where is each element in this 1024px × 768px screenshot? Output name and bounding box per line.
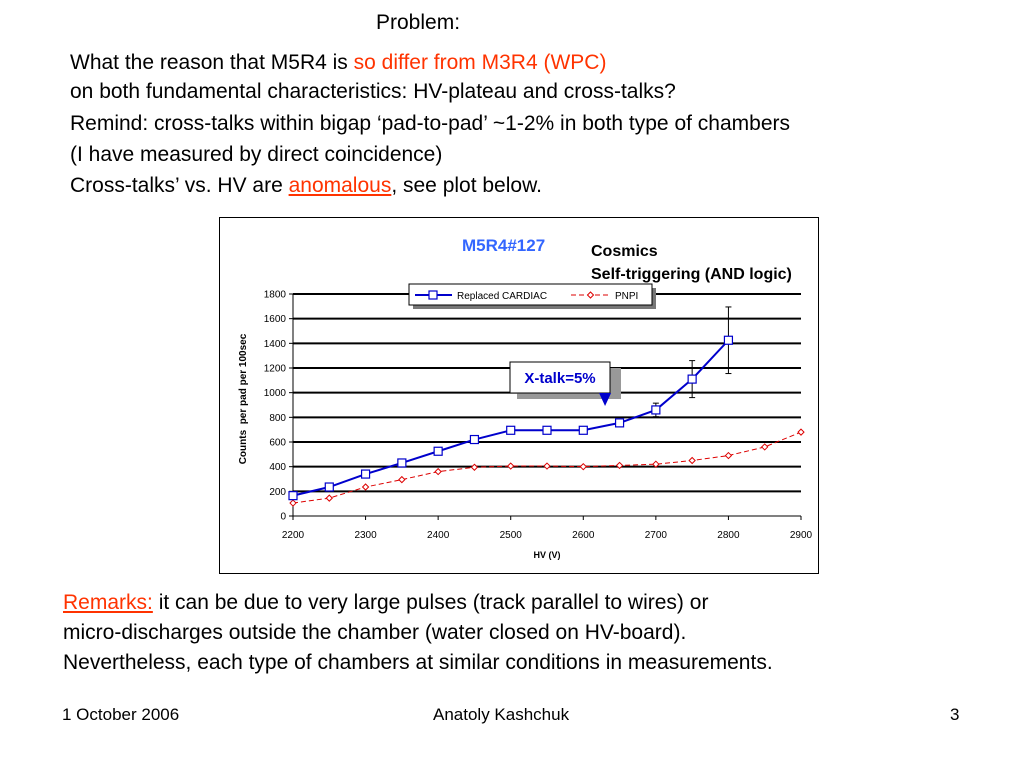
y-tick-label: 600 xyxy=(269,438,286,449)
data-point-pnpi xyxy=(579,462,587,471)
annotation-box xyxy=(509,361,611,394)
data-point-cardiac xyxy=(506,425,516,435)
data-point-pnpi xyxy=(797,428,805,436)
data-point-pnpi xyxy=(434,467,442,476)
question-line-5-end: , see plot below. xyxy=(391,174,542,197)
x-tick-label: 2800 xyxy=(717,530,740,541)
x-tick-label: 2400 xyxy=(427,530,450,541)
legend-swatch-marker xyxy=(428,290,438,300)
legend-label: PNPI xyxy=(615,291,638,302)
data-point-pnpi xyxy=(289,499,297,507)
annotation-label: X-talk=5% xyxy=(524,370,595,387)
question-line-3: Remind: cross-talks within bigap ‘pad-to… xyxy=(70,112,790,135)
data-point-pnpi xyxy=(652,460,660,468)
x-tick-label: 2300 xyxy=(354,530,377,541)
data-point-cardiac xyxy=(687,374,697,384)
problem-heading: Problem: xyxy=(376,11,461,34)
data-point-pnpi xyxy=(724,451,733,460)
chart-subtitle-line: Self-triggering (AND logic) xyxy=(591,266,792,283)
y-axis-label: Counts per pad per 100sec xyxy=(238,333,249,464)
data-point-pnpi xyxy=(761,443,769,451)
x-tick-label: 2500 xyxy=(500,530,523,541)
question-line-1-start: What the reason that M5R4 is xyxy=(70,51,354,74)
x-tick-label: 2600 xyxy=(572,530,595,541)
y-tick-label: 1800 xyxy=(264,290,287,301)
y-tick-label: 1600 xyxy=(264,314,287,325)
x-tick-label: 2700 xyxy=(645,530,668,541)
data-point-cardiac xyxy=(651,405,661,415)
data-point-cardiac xyxy=(578,425,588,435)
data-point-pnpi xyxy=(543,462,551,470)
data-point-pnpi xyxy=(688,456,696,465)
chart-subtitle-line: Cosmics xyxy=(591,243,658,260)
x-tick-label: 2200 xyxy=(282,530,305,541)
question-line-5-start: Cross-talks’ vs. HV are xyxy=(70,174,289,197)
remarks-line-1-text: it can be due to very large pulses (trac… xyxy=(152,591,709,614)
data-point-pnpi xyxy=(507,462,515,470)
remarks-line-1: Remarks: it can be due to very large pul… xyxy=(63,590,708,616)
data-point-cardiac xyxy=(397,458,407,468)
data-point-pnpi xyxy=(361,483,370,491)
question-line-4: (I have measured by direct coincidence) xyxy=(70,143,443,166)
footer-page-number: 3 xyxy=(950,705,960,724)
data-point-cardiac xyxy=(324,482,334,492)
x-axis-label: HV (V) xyxy=(534,550,561,560)
x-tick-label: 2900 xyxy=(790,530,813,541)
data-point-cardiac xyxy=(360,469,371,479)
legend-label: Replaced CARDIAC xyxy=(457,291,547,302)
question-line-2: on both fundamental characteristics: HV-… xyxy=(70,80,676,103)
y-tick-label: 800 xyxy=(269,413,286,424)
legend-swatch-marker xyxy=(586,291,595,299)
y-tick-label: 200 xyxy=(269,487,286,498)
y-tick-label: 1000 xyxy=(264,388,287,399)
legend-box xyxy=(408,283,653,306)
data-point-cardiac xyxy=(723,335,734,345)
data-point-cardiac xyxy=(288,491,298,501)
data-point-cardiac xyxy=(542,425,552,435)
remarks-line-3: Nevertheless, each type of chambers at s… xyxy=(63,651,773,674)
highlight-anomalous: anomalous xyxy=(288,174,392,197)
chart-svg: 0 200 400 600 800 1000 1200 1400 1600 1800 2200 230… xyxy=(238,236,813,560)
footer-author: Anatoly Kashchuk xyxy=(433,705,570,724)
footer-date: 1 October 2006 xyxy=(62,705,180,724)
remarks-label: Remarks: xyxy=(63,591,153,614)
data-point-pnpi xyxy=(615,461,624,470)
question-line-5: Cross-talks’ vs. HV are anomalous, see p… xyxy=(70,173,542,199)
remarks-line-2: micro-discharges outside the chamber (wa… xyxy=(63,621,687,644)
chart-title: M5R4#127 xyxy=(462,236,545,255)
y-tick-label: 400 xyxy=(269,462,286,473)
data-point-cardiac xyxy=(433,446,443,456)
question-line-1: What the reason that M5R4 is so differ f… xyxy=(70,50,606,76)
y-tick-label: 1200 xyxy=(264,364,287,375)
y-tick-label: 1400 xyxy=(264,339,287,350)
data-point-cardiac xyxy=(614,418,625,428)
data-point-pnpi xyxy=(325,494,333,502)
data-point-pnpi xyxy=(398,475,406,484)
chart-frame: 0 200 400 600 800 1000 1200 1400 1600 1800 2200 230… xyxy=(219,217,819,574)
data-point-cardiac xyxy=(469,434,480,445)
data-point-pnpi xyxy=(470,463,479,471)
annotation-arrow xyxy=(599,393,612,406)
y-tick-label: 0 xyxy=(280,512,286,523)
highlight-differ: so differ from M3R4 (WPC) xyxy=(353,51,607,74)
